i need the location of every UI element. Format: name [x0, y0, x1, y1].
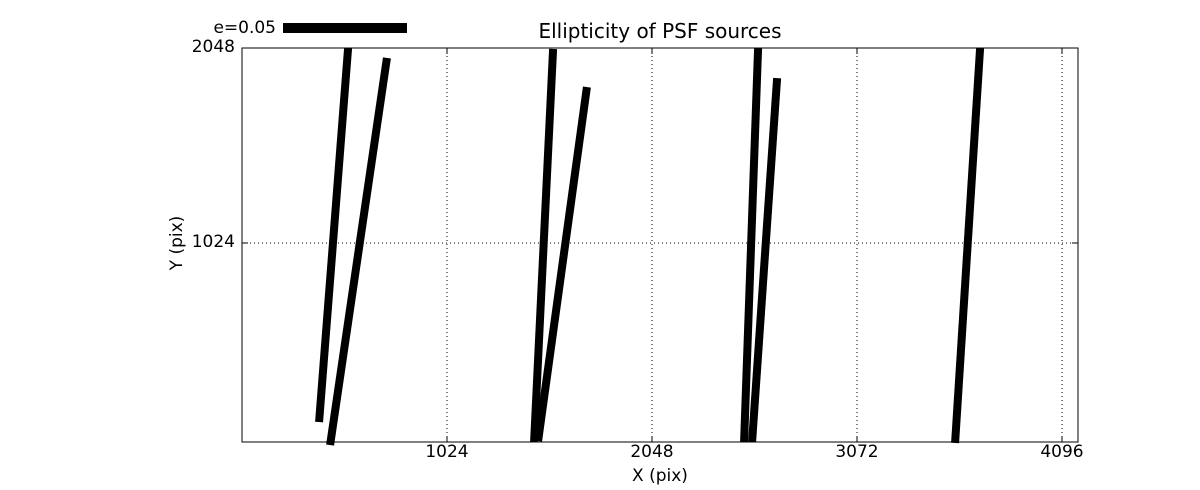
whisker-line [326, 57, 391, 446]
whisker-line [534, 86, 591, 442]
gridlines [242, 47, 1078, 442]
tick-label: 2048 [191, 37, 235, 57]
legend-label: e=0.05 [213, 18, 276, 38]
x-axis-label: X (pix) [632, 466, 688, 486]
legend-sample-bar [283, 23, 407, 33]
whisker-line [740, 47, 763, 443]
axes-frame [241, 47, 1079, 443]
whisker-line [315, 47, 353, 423]
chart-title: Ellipticity of PSF sources [538, 19, 782, 43]
ellipticity-whiskers [315, 47, 985, 446]
whisker-line [748, 77, 782, 443]
tick-label: 2048 [630, 442, 674, 462]
tick-marks [242, 47, 1078, 442]
tick-label: 3072 [835, 442, 879, 462]
tick-label: 4096 [1040, 442, 1084, 462]
tick-label: 1024 [425, 442, 469, 462]
tick-label: 1024 [191, 232, 235, 252]
whisker-line [951, 47, 985, 444]
whisker-line [530, 48, 558, 443]
